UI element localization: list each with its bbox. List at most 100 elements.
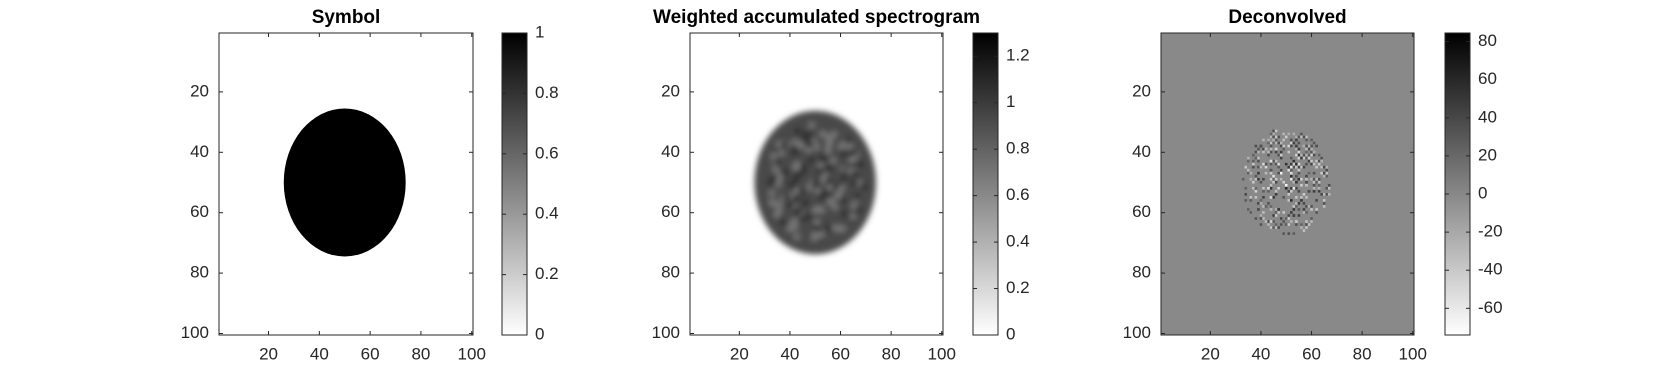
image-texture	[1267, 220, 1270, 223]
image-texture	[819, 130, 826, 137]
image-texture	[1257, 177, 1260, 181]
image-texture	[811, 234, 818, 241]
image-texture	[1269, 150, 1273, 154]
image-texture	[818, 193, 825, 200]
image-texture	[1269, 171, 1273, 175]
image-texture	[782, 169, 789, 176]
image-texture	[817, 168, 824, 175]
image-texture	[775, 173, 782, 180]
image-texture	[1241, 177, 1245, 181]
image-texture	[812, 229, 819, 236]
image-texture	[1247, 208, 1250, 211]
image-texture	[1300, 153, 1303, 157]
image-texture	[1305, 147, 1308, 151]
image-texture	[1274, 226, 1278, 229]
image-texture	[830, 157, 837, 164]
image-texture	[1305, 156, 1308, 160]
image-texture	[1249, 199, 1253, 202]
image-texture	[1249, 196, 1253, 199]
image-texture	[821, 171, 828, 178]
image-texture	[1327, 187, 1331, 190]
image-texture	[1295, 138, 1298, 142]
image-texture	[1305, 135, 1308, 139]
image-texture	[840, 197, 847, 204]
image-texture	[797, 211, 804, 218]
image-texture	[1292, 232, 1296, 235]
image-texture	[1269, 147, 1273, 151]
image-texture	[794, 161, 801, 168]
image-texture	[1305, 150, 1308, 154]
image-texture	[1302, 208, 1306, 211]
image-texture	[1300, 132, 1303, 136]
image-texture	[773, 211, 780, 218]
image-texture	[841, 165, 848, 172]
image-texture	[1274, 190, 1278, 193]
image-texture	[1252, 180, 1255, 184]
image-texture	[812, 207, 819, 214]
image-texture	[1302, 211, 1306, 214]
colorbar-tick-label: 0.4	[535, 204, 559, 223]
image-texture	[805, 214, 812, 221]
image-texture	[1272, 138, 1275, 142]
image-texture	[1295, 205, 1298, 208]
image-texture	[1305, 180, 1308, 184]
image-texture	[1312, 150, 1316, 154]
x-tick-label: 80	[882, 344, 901, 363]
image-texture	[770, 153, 777, 160]
image-texture	[779, 219, 786, 226]
image-texture	[1295, 174, 1298, 178]
image-texture	[1305, 153, 1308, 157]
y-tick-label: 40	[190, 142, 209, 161]
image-texture	[1295, 165, 1298, 169]
image-texture	[1282, 132, 1285, 136]
x-tick-label: 40	[780, 344, 799, 363]
colorbar-tick-label: 1	[535, 22, 544, 41]
image-texture	[1272, 141, 1275, 145]
image-texture	[1297, 147, 1301, 151]
y-tick-label: 60	[190, 202, 209, 221]
image-texture	[1317, 159, 1321, 163]
image-texture	[1317, 184, 1321, 187]
image-texture	[1325, 174, 1328, 178]
image-texture	[1312, 190, 1316, 193]
image-texture	[1257, 147, 1260, 151]
image-texture	[1272, 180, 1275, 184]
image-texture	[1277, 153, 1280, 157]
image-texture	[827, 136, 834, 143]
image-texture	[1287, 150, 1291, 154]
image-texture	[809, 179, 816, 186]
image-texture	[1287, 144, 1291, 148]
image-texture	[1290, 156, 1293, 160]
image-texture	[1269, 141, 1273, 145]
image-texture	[1257, 208, 1260, 211]
image-texture	[775, 208, 782, 215]
image-texture	[1279, 217, 1283, 220]
image-texture	[1254, 190, 1258, 193]
y-tick-label: 80	[661, 263, 680, 282]
image-texture	[1290, 177, 1293, 181]
image-texture	[1315, 144, 1318, 148]
y-tick-label: 20	[1132, 81, 1151, 100]
image-texture	[1320, 171, 1323, 175]
image-texture	[1244, 165, 1248, 169]
colorbar-tick-label: -40	[1478, 260, 1503, 279]
image-texture	[1277, 141, 1280, 145]
image-texture	[1267, 223, 1270, 226]
image-texture	[1322, 199, 1326, 202]
image-texture	[1249, 177, 1253, 181]
image-texture	[1274, 211, 1278, 214]
image-texture	[817, 232, 824, 239]
image-texture	[818, 207, 825, 214]
image-texture	[1325, 168, 1328, 172]
image-texture	[1259, 223, 1263, 226]
image-texture	[1282, 196, 1285, 199]
image-texture	[1264, 165, 1268, 169]
image-texture	[1310, 208, 1313, 211]
image-texture	[1282, 232, 1285, 235]
axes-box	[218, 32, 474, 336]
image-texture	[1322, 174, 1326, 178]
x-tick-label: 40	[310, 344, 329, 363]
image-texture	[821, 190, 828, 197]
image-texture	[1300, 165, 1303, 169]
image-texture	[1305, 177, 1308, 181]
